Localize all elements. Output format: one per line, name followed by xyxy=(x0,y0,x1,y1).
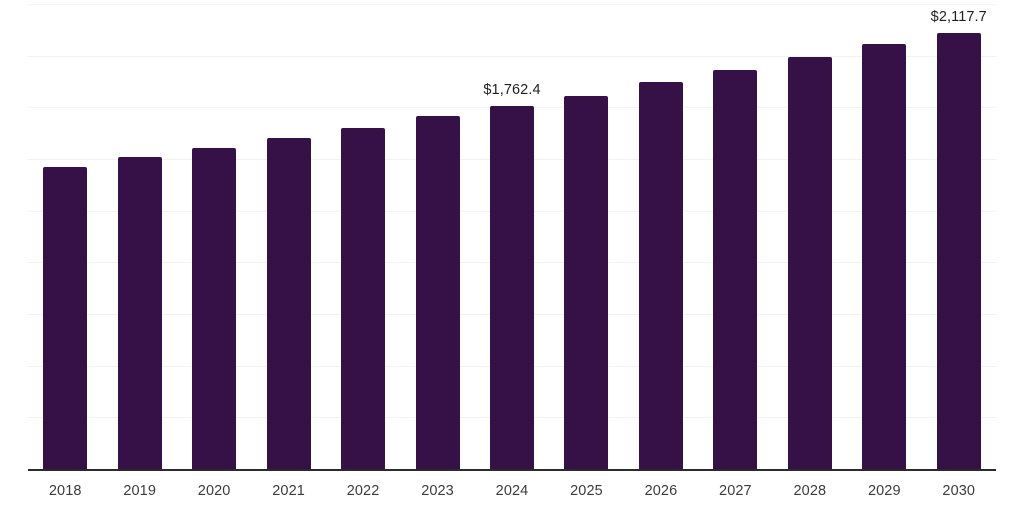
bar-2023[interactable] xyxy=(415,116,460,469)
bar-2020[interactable] xyxy=(192,147,237,469)
bar-2019[interactable] xyxy=(117,156,162,469)
x-tick-label-2030: 2030 xyxy=(942,483,976,499)
bar-value-label-2030: $2,117.7 xyxy=(930,9,987,26)
bar-2030[interactable] xyxy=(936,33,981,469)
x-tick-label-2022: 2022 xyxy=(346,483,380,499)
bar-2025[interactable] xyxy=(564,96,609,469)
bar-2022[interactable] xyxy=(341,128,386,469)
bar-2027[interactable] xyxy=(713,69,758,469)
x-tick-label-2026: 2026 xyxy=(644,483,678,499)
x-tick-label-2018: 2018 xyxy=(48,483,82,499)
x-tick-label-2029: 2029 xyxy=(867,483,901,499)
bar-2021[interactable] xyxy=(266,138,311,469)
x-tick-label-2028: 2028 xyxy=(793,483,827,499)
bar-2018[interactable] xyxy=(43,166,88,469)
x-tick-label-2027: 2027 xyxy=(719,483,752,499)
x-tick-label-2024: 2024 xyxy=(495,483,529,499)
bar-2029[interactable] xyxy=(862,44,907,469)
bar-value-label-2024: $1,762.4 xyxy=(483,82,541,99)
bar-2028[interactable] xyxy=(787,56,832,469)
x-tick-label-2023: 2023 xyxy=(421,483,454,499)
x-tick-label-2021: 2021 xyxy=(272,483,305,499)
bar-2024[interactable] xyxy=(490,106,534,469)
x-tick-label-2020: 2020 xyxy=(197,483,231,499)
x-tick-label-2019: 2019 xyxy=(123,483,157,499)
bar-2026[interactable] xyxy=(638,81,683,469)
x-tick-label-2025: 2025 xyxy=(570,483,603,499)
